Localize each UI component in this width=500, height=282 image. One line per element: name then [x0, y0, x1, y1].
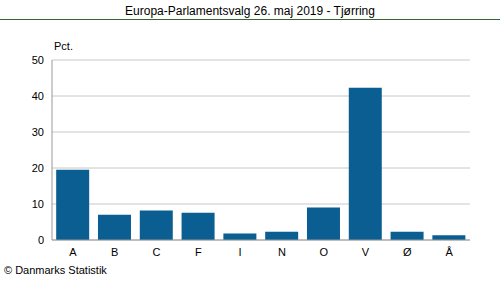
- svg-text:Å: Å: [445, 246, 453, 258]
- svg-text:10: 10: [32, 198, 44, 210]
- svg-text:40: 40: [32, 90, 44, 102]
- svg-text:50: 50: [32, 54, 44, 66]
- svg-text:30: 30: [32, 126, 44, 138]
- svg-text:0: 0: [38, 234, 44, 246]
- svg-text:I: I: [239, 246, 242, 258]
- svg-text:O: O: [319, 246, 328, 258]
- html-text:Europa-Parlamentsvalg 26. maj: Europa-Parlamentsvalg 26. maj 2019 - Tjø…: [125, 4, 375, 18]
- html-text:Pct.: Pct.: [54, 40, 73, 52]
- svg-text:B: B: [111, 246, 118, 258]
- svg-text:Ø: Ø: [403, 246, 412, 258]
- svg-text:A: A: [69, 246, 77, 258]
- svg-text:V: V: [362, 246, 370, 258]
- svg-text:C: C: [153, 246, 161, 258]
- html-text:© Danmarks Statistik: © Danmarks Statistik: [4, 264, 107, 276]
- svg-text:N: N: [278, 246, 286, 258]
- svg-text:F: F: [195, 246, 202, 258]
- svg-text:20: 20: [32, 162, 44, 174]
